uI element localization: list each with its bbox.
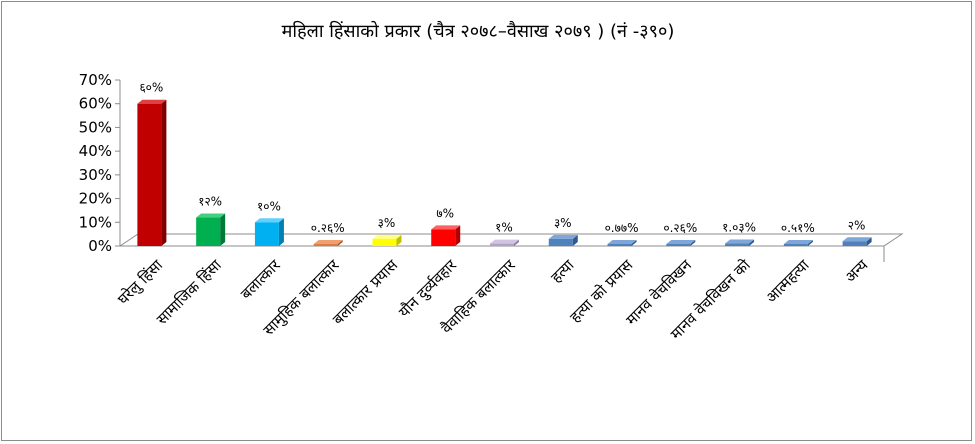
- data-label: १२%: [198, 195, 222, 209]
- data-labels: ६०% १२% १०% ०.२६% ३% ७% १% ३% ०.७७% ०.२६% १.०३% ०.५…: [139, 81, 865, 235]
- category-label: सामाजिक हिंसा: [153, 255, 226, 328]
- bar-side: [866, 237, 872, 246]
- chart-title: महिला हिंसाको प्रकार (चैत्र २०७८–वैसाख २…: [282, 20, 675, 42]
- bar: [666, 240, 696, 246]
- bar-top: [666, 240, 696, 244]
- category-label: अन्य: [841, 256, 871, 286]
- bar: [313, 240, 343, 246]
- chart-floor: [118, 233, 904, 262]
- y-tick-label: 20%: [79, 190, 112, 208]
- bar-front: [842, 241, 867, 246]
- data-label: १%: [495, 221, 513, 235]
- y-tick-label: 40%: [79, 142, 112, 160]
- bar-side: [749, 239, 755, 246]
- bar-top: [196, 213, 226, 218]
- data-label: ०.५१%: [781, 221, 815, 235]
- bar-front: [666, 244, 691, 246]
- data-label: ०.२६%: [311, 221, 345, 235]
- bar-side: [455, 225, 461, 246]
- bar-top: [372, 234, 402, 239]
- bar-front: [254, 222, 279, 246]
- bar: [842, 237, 872, 246]
- bar-side: [690, 240, 696, 246]
- bar: [137, 99, 167, 246]
- bar-front: [548, 238, 573, 246]
- bar-side: [220, 213, 226, 246]
- bar: [548, 234, 578, 246]
- data-label: ०.२६%: [663, 221, 697, 235]
- data-label: ७%: [436, 206, 454, 220]
- bar: [254, 218, 284, 246]
- category-label: बलात्कार: [237, 255, 284, 302]
- bar-side: [278, 218, 284, 246]
- bar-side: [396, 234, 402, 246]
- y-tick-label: 60%: [79, 95, 112, 113]
- bar-side: [514, 239, 519, 246]
- data-label: १०%: [257, 199, 281, 213]
- bar-front: [372, 238, 397, 246]
- bar-top: [783, 240, 813, 244]
- bar-front: [725, 243, 750, 246]
- data-label: १.०३%: [722, 221, 756, 235]
- bar-top: [725, 239, 755, 244]
- bar-top: [313, 240, 343, 244]
- y-tick-label: 50%: [79, 118, 112, 136]
- bar: [725, 239, 755, 246]
- y-axis: 0% 10% 20% 30% 40% 50% 60% 70%: [79, 71, 121, 255]
- bar: [783, 240, 813, 246]
- bar-front: [783, 244, 808, 246]
- bar-front: [196, 217, 221, 246]
- bar-top: [254, 218, 284, 223]
- bar: [490, 239, 519, 246]
- data-label: ६०%: [139, 81, 163, 95]
- data-label: ३%: [554, 216, 572, 230]
- y-tick-label: 0%: [88, 237, 112, 255]
- y-tick-label: 10%: [79, 213, 112, 231]
- bar-side: [161, 99, 167, 246]
- y-tick-label: 70%: [79, 71, 112, 89]
- bar-side: [337, 240, 343, 246]
- category-label: हत्या: [547, 255, 578, 286]
- bar-top: [490, 239, 519, 244]
- bar-front: [431, 229, 456, 246]
- bar-front: [313, 244, 338, 246]
- bar-front: [490, 243, 514, 246]
- y-tick-label: 30%: [79, 166, 112, 184]
- bar-top: [431, 225, 461, 230]
- data-label: ०.७७%: [605, 221, 639, 235]
- bar-front: [137, 103, 162, 246]
- bar-top: [607, 240, 637, 244]
- category-labels: घरेलु हिंसासामाजिक हिंसा बलात्कारसामुहिक …: [114, 255, 872, 343]
- bar: [607, 240, 637, 246]
- bars: [137, 99, 872, 246]
- bar-top: [137, 99, 167, 104]
- category-label: आत्महत्या: [762, 255, 813, 306]
- data-label: २%: [848, 218, 866, 232]
- bar-side: [572, 234, 578, 246]
- bar-side: [807, 240, 813, 246]
- category-label: घरेलु हिंसा: [114, 255, 168, 309]
- bar: [372, 234, 402, 246]
- data-label: ३%: [378, 216, 396, 230]
- bar-top: [842, 237, 872, 242]
- bar-front: [607, 244, 632, 246]
- bar-top: [548, 234, 578, 239]
- bar-side: [631, 240, 637, 246]
- bar: [431, 225, 461, 246]
- bar: [196, 213, 226, 246]
